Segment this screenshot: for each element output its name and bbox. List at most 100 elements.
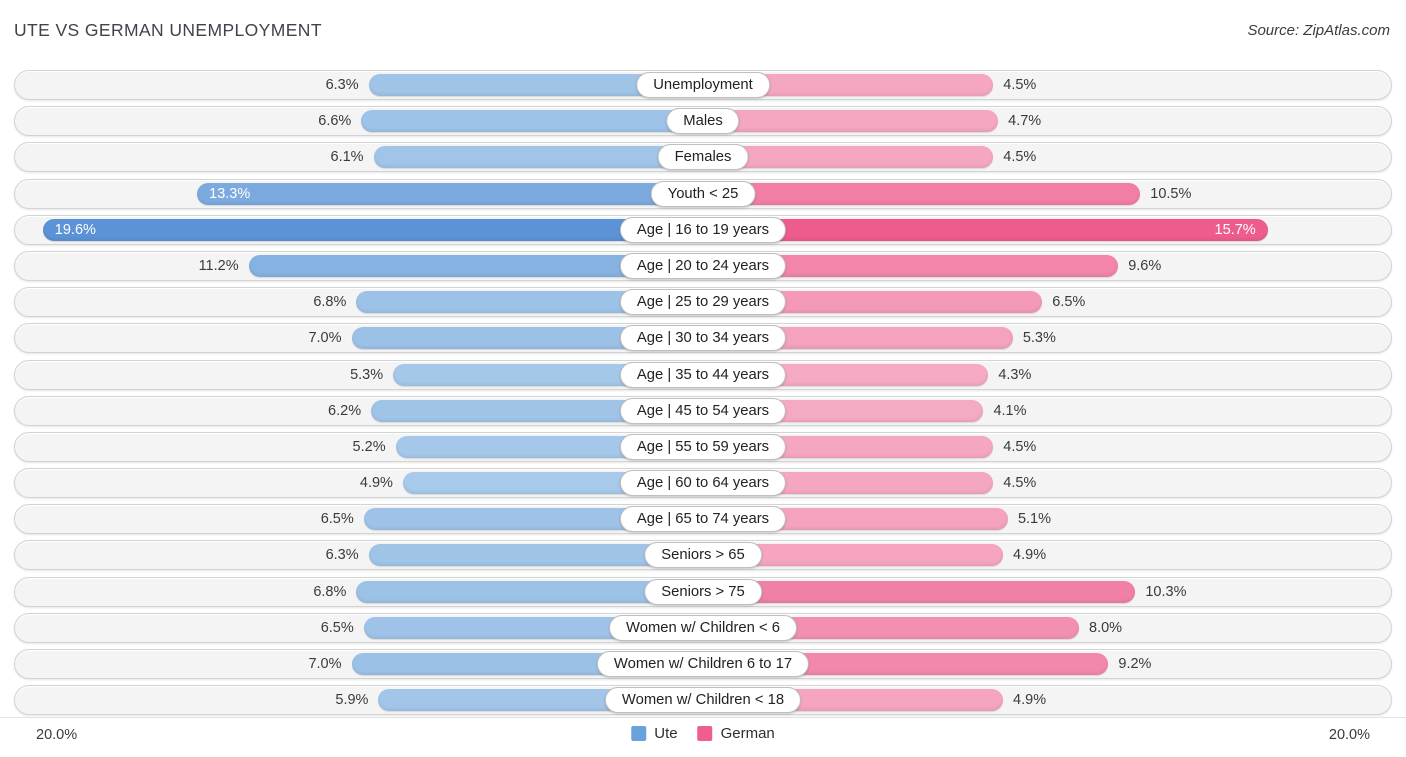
ute-bar[interactable] bbox=[356, 580, 703, 603]
ute-value-label: 6.5% bbox=[320, 511, 354, 528]
category-label: Age | 20 to 24 years bbox=[619, 252, 787, 279]
chart-title: UTE VS GERMAN UNEMPLOYMENT bbox=[14, 20, 322, 40]
german-value-label: 5.3% bbox=[1022, 330, 1056, 347]
chart-row: 6.1% 4.5% Females bbox=[14, 142, 1392, 173]
german-value-label: 10.3% bbox=[1145, 583, 1187, 600]
german-value-label: 4.9% bbox=[1013, 692, 1047, 709]
german-bar[interactable] bbox=[703, 580, 1136, 603]
category-label: Women w/ Children 6 to 17 bbox=[596, 651, 810, 677]
chart-row: 6.8% 6.5% Age | 25 to 29 years bbox=[14, 287, 1392, 318]
category-label: Age | 35 to 44 years bbox=[619, 361, 787, 388]
german-value-label: 4.3% bbox=[998, 366, 1032, 383]
chart-row: 7.0% 9.2% Women w/ Children 6 to 17 bbox=[14, 649, 1392, 679]
chart-row: 5.9% 4.9% Women w/ Children < 18 bbox=[14, 685, 1392, 716]
chart-row: 5.2% 4.5% Age | 55 to 59 years bbox=[14, 431, 1392, 462]
ute-bar[interactable] bbox=[356, 291, 703, 314]
legend-swatch-icon bbox=[697, 726, 713, 741]
ute-value-label: 13.3% bbox=[209, 185, 251, 202]
chart-row: 13.3% 10.5% Youth < 25 bbox=[14, 178, 1392, 209]
ute-value-label: 6.3% bbox=[325, 547, 359, 564]
ute-bar[interactable] bbox=[373, 146, 703, 169]
ute-value-label: 7.0% bbox=[308, 330, 342, 347]
german-value-label: 9.6% bbox=[1128, 257, 1162, 274]
chart-row: 4.9% 4.5% Age | 60 to 64 years bbox=[14, 468, 1392, 499]
legend-label: German bbox=[720, 725, 775, 742]
legend: Ute German bbox=[631, 725, 775, 742]
german-value-label: 4.5% bbox=[1003, 149, 1037, 166]
ute-bar[interactable] bbox=[363, 508, 703, 531]
german-value-label: 8.0% bbox=[1089, 619, 1123, 636]
category-label: Unemployment bbox=[636, 72, 770, 98]
ute-value-label: 6.5% bbox=[320, 619, 354, 636]
german-value-label: 4.7% bbox=[1008, 113, 1042, 130]
german-value-label: 15.7% bbox=[1214, 221, 1256, 238]
ute-value-label: 11.2% bbox=[198, 257, 239, 274]
german-value-label: 4.5% bbox=[1003, 475, 1037, 492]
category-label: Age | 45 to 54 years bbox=[619, 397, 787, 424]
category-label: Age | 65 to 74 years bbox=[619, 506, 787, 533]
category-label: Age | 25 to 29 years bbox=[619, 289, 787, 316]
legend-label: Ute bbox=[654, 725, 678, 742]
ute-value-label: 7.0% bbox=[308, 656, 342, 672]
chart-row: 6.5% 5.1% Age | 65 to 74 years bbox=[14, 504, 1392, 535]
ute-value-label: 6.1% bbox=[330, 149, 364, 166]
ute-bar[interactable] bbox=[368, 74, 703, 96]
ute-value-label: 5.2% bbox=[352, 438, 386, 455]
german-bar[interactable] bbox=[703, 74, 994, 96]
ute-value-label: 6.8% bbox=[313, 583, 347, 600]
chart-row: 11.2% 9.6% Age | 20 to 24 years bbox=[14, 250, 1392, 281]
german-value-label: 4.1% bbox=[993, 402, 1027, 419]
german-bar[interactable] bbox=[703, 146, 994, 169]
german-value-label: 10.5% bbox=[1150, 185, 1192, 202]
ute-bar[interactable] bbox=[351, 327, 703, 350]
chart-rows: 6.3% 4.5% Unemployment 6.6% 4.7% Males 6.1% 4.5… bbox=[14, 70, 1392, 716]
axis-max-right: 20.0% bbox=[1328, 727, 1370, 743]
german-bar[interactable] bbox=[703, 291, 1043, 314]
german-value-label: 6.5% bbox=[1052, 294, 1086, 311]
ute-bar[interactable] bbox=[361, 110, 703, 133]
ute-value-label: 6.2% bbox=[328, 402, 362, 419]
chart-row: 6.2% 4.1% Age | 45 to 54 years bbox=[14, 395, 1392, 426]
german-bar[interactable] bbox=[703, 182, 1141, 205]
legend-swatch-icon bbox=[631, 726, 647, 741]
category-label: Age | 30 to 34 years bbox=[619, 325, 787, 352]
category-label: Females bbox=[657, 144, 749, 171]
ute-value-label: 4.9% bbox=[359, 475, 393, 492]
german-bar[interactable] bbox=[703, 110, 999, 133]
ute-value-label: 6.6% bbox=[318, 113, 352, 130]
chart-row: 5.3% 4.3% Age | 35 to 44 years bbox=[14, 359, 1392, 390]
german-bar[interactable] bbox=[703, 254, 1119, 277]
category-label: Age | 60 to 64 years bbox=[619, 470, 787, 497]
ute-value-label: 19.6% bbox=[54, 221, 96, 238]
legend-item-ute[interactable]: Ute bbox=[631, 725, 678, 742]
ute-value-label: 5.9% bbox=[335, 692, 369, 709]
category-label: Seniors > 75 bbox=[644, 578, 762, 605]
ute-bar[interactable] bbox=[368, 544, 703, 567]
german-bar[interactable] bbox=[703, 616, 1079, 639]
german-value-label: 4.5% bbox=[1003, 438, 1037, 455]
german-value-label: 4.9% bbox=[1013, 547, 1047, 564]
chart-row: 6.5% 8.0% Women w/ Children < 6 bbox=[14, 612, 1392, 643]
ute-bar[interactable] bbox=[248, 254, 703, 277]
category-label: Age | 16 to 19 years bbox=[619, 216, 787, 243]
german-bar[interactable] bbox=[703, 544, 1004, 567]
axis-max-left: 20.0% bbox=[36, 727, 78, 743]
german-bar[interactable] bbox=[703, 218, 1268, 241]
category-label: Women w/ Children < 6 bbox=[609, 614, 797, 641]
chart-row: 7.0% 5.3% Age | 30 to 34 years bbox=[14, 323, 1392, 354]
german-value-label: 4.5% bbox=[1003, 77, 1037, 93]
category-label: Youth < 25 bbox=[650, 180, 756, 207]
ute-value-label: 5.3% bbox=[350, 366, 384, 383]
category-label: Males bbox=[666, 108, 740, 135]
source-credit: Source: ZipAtlas.com bbox=[1247, 22, 1390, 39]
chart-row: 6.8% 10.3% Seniors > 75 bbox=[14, 576, 1392, 607]
german-value-label: 9.2% bbox=[1118, 656, 1152, 672]
legend-item-german[interactable]: German bbox=[697, 725, 775, 742]
ute-bar[interactable] bbox=[197, 182, 703, 205]
ute-bar[interactable] bbox=[42, 218, 703, 241]
category-label: Women w/ Children < 18 bbox=[604, 687, 802, 714]
chart-row: 19.6% 15.7% Age | 16 to 19 years bbox=[14, 214, 1392, 245]
ute-value-label: 6.8% bbox=[313, 294, 347, 311]
german-value-label: 5.1% bbox=[1017, 511, 1051, 528]
chart-row: 6.3% 4.5% Unemployment bbox=[14, 70, 1392, 100]
